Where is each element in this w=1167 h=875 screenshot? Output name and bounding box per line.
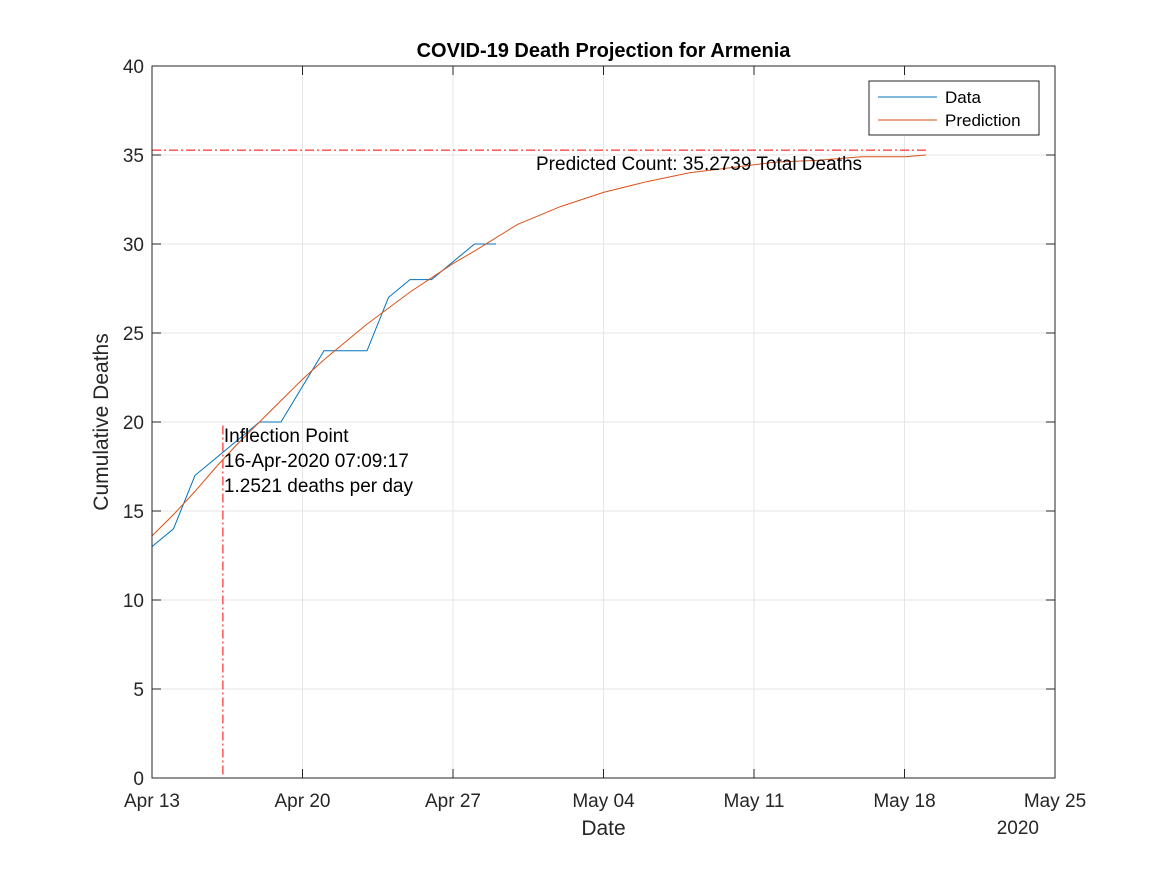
annotations: Inflection Point 16-Apr-2020 07:09:17 1.25… <box>224 154 862 497</box>
y-tick-label: 15 <box>123 502 144 523</box>
reference-lines <box>152 149 926 778</box>
inflection-annotation-line: 16-Apr-2020 07:09:17 <box>224 451 409 472</box>
x-tick-label: Apr 20 <box>275 791 331 812</box>
inflection-annotation-line: Inflection Point <box>224 426 349 447</box>
y-tick-label: 25 <box>123 324 144 345</box>
legend-label-prediction: Prediction <box>945 111 1021 130</box>
ticks: 0 5 10 15 20 25 30 35 40 Apr 13 Apr 20 Apr 27 May 04… <box>123 57 1086 812</box>
inflection-annotation-line: 1.2521 deaths per day <box>224 476 414 497</box>
x-axis-title: Date <box>581 817 625 840</box>
series-lines <box>151 154 927 547</box>
x-tick-label: Apr 13 <box>124 791 180 812</box>
y-tick-label: 35 <box>123 146 144 167</box>
series-data-line <box>151 243 496 547</box>
chart-title: COVID-19 Death Projection for Armenia <box>417 40 792 62</box>
x-tick-label: May 04 <box>572 791 635 812</box>
predicted-count-annotation: Predicted Count: 35.2739 Total Deaths <box>536 154 862 175</box>
series-prediction-line <box>151 154 927 537</box>
y-axis-title: Cumulative Deaths <box>90 333 113 510</box>
y-tick-label: 10 <box>123 591 144 612</box>
legend-box <box>868 80 1040 136</box>
y-tick-label: 5 <box>133 680 144 701</box>
legend: Data Prediction <box>868 80 1040 136</box>
x-tick-label: May 18 <box>873 791 935 812</box>
grid <box>152 66 1055 778</box>
x-tick-label: Apr 27 <box>425 791 481 812</box>
y-tick-label: 40 <box>123 57 144 78</box>
x-tick-label: May 25 <box>1024 791 1086 812</box>
legend-label-data: Data <box>945 88 981 107</box>
y-tick-label: 30 <box>123 235 144 256</box>
x-axis-year-label: 2020 <box>997 818 1039 839</box>
y-tick-label: 0 <box>133 769 144 790</box>
y-tick-label: 20 <box>123 413 144 434</box>
x-tick-label: May 11 <box>724 791 785 812</box>
